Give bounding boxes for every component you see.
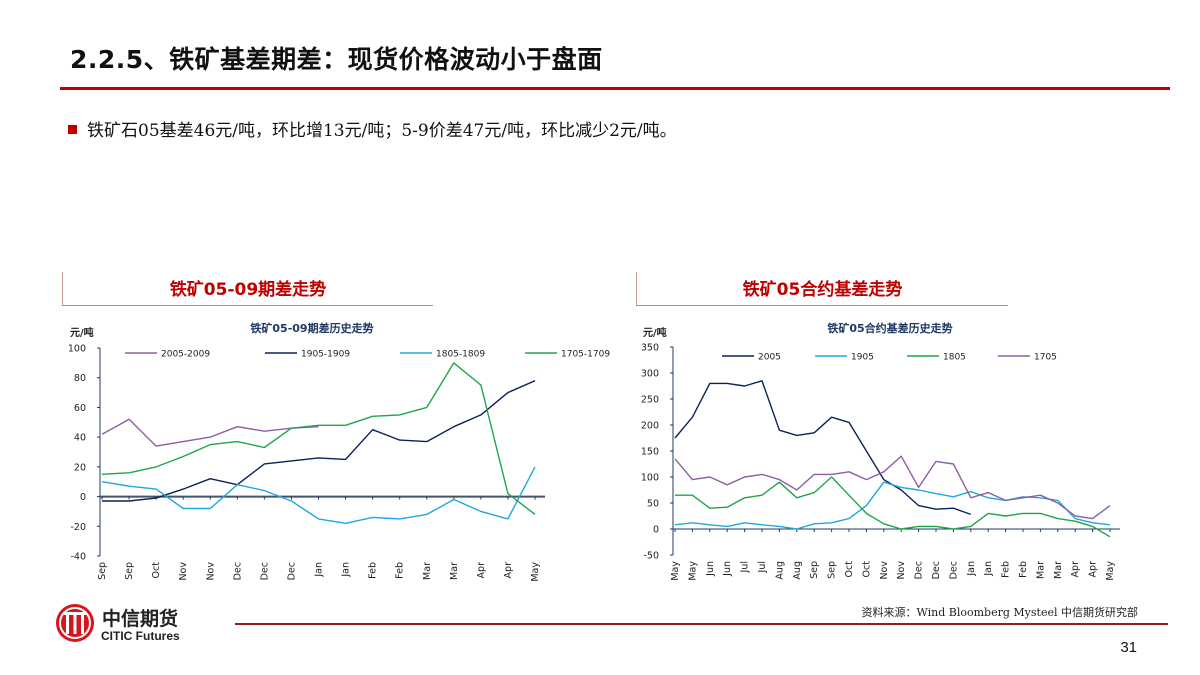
logo-text-cn: 中信期货 <box>102 608 179 630</box>
chart-title: 铁矿05合约基差历史走势 <box>827 321 952 335</box>
x-tick-label: Apr <box>503 562 514 579</box>
source-note: 资料来源：Wind Bloomberg Mysteel 中信期货研究部 <box>861 606 1138 619</box>
y-tick-label: 60 <box>74 403 86 414</box>
x-tick-label: Jul <box>740 561 751 573</box>
series-line-1805-1809 <box>101 466 536 524</box>
y-tick-label: 200 <box>641 421 659 432</box>
summary-bullet: 铁矿石05基差46元/吨，环比增13元/吨；5-9价差47元/吨，环比减少2元/… <box>68 116 677 141</box>
x-tick-label: Mar <box>1053 561 1064 579</box>
chart-heading-spread: 铁矿05-09期差走势 <box>62 272 433 306</box>
x-tick-label: Sep <box>827 561 838 579</box>
chart-heading-basis: 铁矿05合约基差走势 <box>636 272 1008 306</box>
x-tick-label: Nov <box>896 561 907 580</box>
legend-label: 1805 <box>943 353 966 363</box>
x-tick-label: Mar <box>422 562 433 580</box>
y-tick-label: -50 <box>643 551 659 562</box>
y-tick-label: 350 <box>641 343 659 354</box>
x-tick-label: Jun <box>705 561 716 577</box>
y-tick-label: 80 <box>74 373 86 384</box>
y-tick-label: 300 <box>641 369 659 380</box>
logo-text-en: CITIC Futures <box>101 629 180 643</box>
x-tick-label: May <box>1105 561 1116 581</box>
x-tick-label: Aug <box>792 561 803 580</box>
x-tick-label: Sep <box>97 562 108 580</box>
series-line-2005 <box>674 380 972 516</box>
series-line-1905 <box>674 481 1111 530</box>
y-tick-label: 100 <box>68 344 86 355</box>
footer-divider <box>235 623 1168 625</box>
x-tick-label: Apr <box>476 562 487 579</box>
x-tick-label: Oct <box>151 562 162 579</box>
x-tick-label: Nov <box>178 562 189 581</box>
legend-label: 1905 <box>851 353 874 363</box>
x-tick-label: Jan <box>341 562 352 578</box>
bullet-square-icon <box>68 125 77 134</box>
legend-label: 1705-1709 <box>561 350 610 360</box>
x-tick-label: Jan <box>314 562 325 578</box>
x-tick-label: Dec <box>948 561 959 579</box>
x-tick-label: Aug <box>774 561 785 580</box>
x-tick-label: Jan <box>966 561 977 577</box>
series-line-2005-2009 <box>101 418 319 447</box>
x-tick-label: Mar <box>449 562 460 580</box>
x-tick-label: Dec <box>914 561 925 579</box>
citic-logo-icon <box>56 604 94 642</box>
x-tick-label: Jun <box>722 561 733 577</box>
y-tick-label: 50 <box>647 499 659 510</box>
legend-label: 1905-1909 <box>301 350 350 360</box>
x-tick-label: Oct <box>861 561 872 578</box>
x-tick-label: Feb <box>368 562 379 579</box>
x-tick-label: Dec <box>259 562 270 580</box>
title-divider <box>60 87 1170 90</box>
y-tick-label: 20 <box>74 462 86 473</box>
y-axis-unit: 元/吨 <box>70 326 94 339</box>
x-tick-label: Mar <box>1035 561 1046 579</box>
x-tick-label: Apr <box>1070 561 1081 578</box>
chart-title: 铁矿05-09期差历史走势 <box>250 321 373 335</box>
y-tick-label: 250 <box>641 395 659 406</box>
y-tick-label: 150 <box>641 447 659 458</box>
x-tick-label: Jan <box>983 561 994 577</box>
x-tick-label: May <box>530 562 541 582</box>
x-tick-label: Oct <box>844 561 855 578</box>
x-tick-label: Feb <box>1018 561 1029 578</box>
x-tick-label: Nov <box>879 561 890 580</box>
x-tick-label: Apr <box>1088 561 1099 578</box>
legend-label: 1805-1809 <box>436 350 485 360</box>
y-tick-label: -40 <box>70 552 86 563</box>
series-line-1705-1709 <box>101 362 536 515</box>
x-tick-label: Dec <box>286 562 297 580</box>
series-line-1805 <box>675 476 1111 538</box>
legend-label: 2005 <box>758 353 781 363</box>
x-tick-label: Sep <box>124 562 135 580</box>
x-tick-label: Sep <box>809 561 820 579</box>
page-number: 31 <box>1120 639 1137 656</box>
legend-label: 2005-2009 <box>161 350 210 360</box>
x-tick-label: Jul <box>757 561 768 573</box>
x-tick-label: Dec <box>931 561 942 579</box>
series-line-1705 <box>674 455 1111 520</box>
x-tick-label: Feb <box>1001 561 1012 578</box>
x-tick-label: Feb <box>395 562 406 579</box>
x-tick-label: May <box>670 561 681 581</box>
y-tick-label: -20 <box>70 522 86 533</box>
y-tick-label: 100 <box>641 473 659 484</box>
y-tick-label: 40 <box>74 433 86 444</box>
series-line-1905-1909 <box>102 380 536 502</box>
x-tick-label: Dec <box>232 562 243 580</box>
legend-label: 1705 <box>1034 353 1057 363</box>
x-tick-label: May <box>687 561 698 581</box>
y-tick-label: 0 <box>80 492 86 503</box>
page-title: 2.2.5、铁矿基差期差：现货价格波动小于盘面 <box>70 45 603 74</box>
x-tick-label: Nov <box>205 562 216 581</box>
y-axis-unit: 元/吨 <box>643 326 667 339</box>
y-tick-label: 0 <box>653 525 659 536</box>
summary-text: 铁矿石05基差46元/吨，环比增13元/吨；5-9价差47元/吨，环比减少2元/… <box>87 121 677 141</box>
